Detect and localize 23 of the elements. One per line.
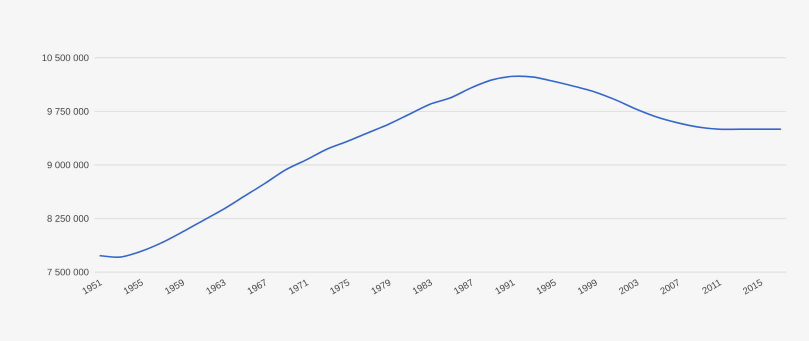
x-tick-label: 1987	[454, 278, 472, 294]
y-tick-label: 7 500 000	[47, 268, 89, 276]
x-tick-label: 1955	[124, 279, 143, 294]
y-tick-label: 10 500 000	[42, 54, 89, 62]
x-tick-label: 1971	[288, 280, 309, 294]
x-tick-label: 1983	[412, 280, 432, 294]
x-tick-label: 1991	[495, 280, 516, 294]
x-tick-label: 1975	[330, 279, 350, 294]
x-tick-label: 1979	[372, 280, 390, 294]
y-tick-label: 9 750 000	[47, 108, 89, 115]
line-series	[98, 76, 782, 258]
x-tick-label: 1963	[206, 280, 226, 294]
y-tick-label: 8 250 000	[47, 215, 89, 222]
x-tick-label: 1959	[165, 280, 184, 294]
x-tick-label: 2007	[660, 278, 678, 295]
x-tick-label: 1995	[536, 279, 556, 294]
x-tick-label: 2015	[742, 279, 762, 295]
y-tick-label: 9 000 000	[47, 162, 89, 168]
x-tick-label: 1999	[578, 280, 597, 294]
x-tick-label: 1951	[82, 280, 102, 294]
x-tick-label: 2011	[702, 280, 722, 294]
x-tick-label: 2003	[619, 280, 638, 295]
x-tick-label: 1967	[248, 278, 266, 294]
